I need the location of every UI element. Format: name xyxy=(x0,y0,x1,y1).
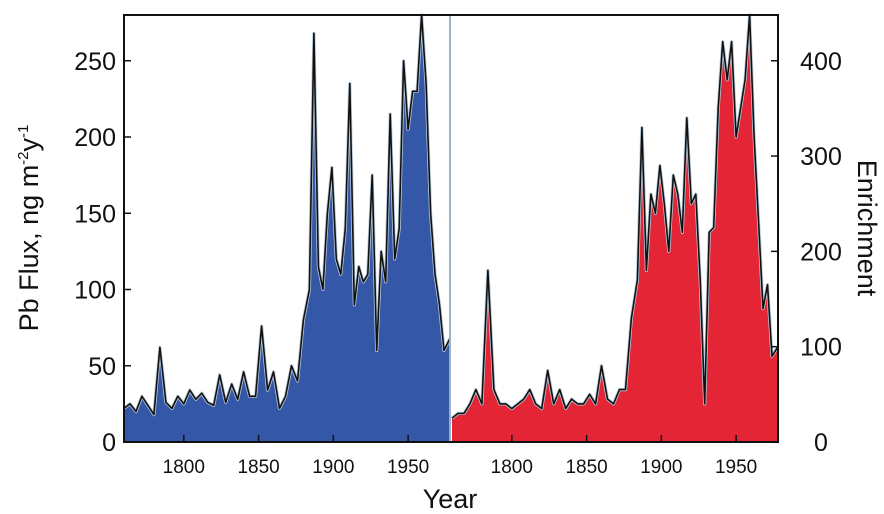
enrichment-x-tick-label: 1900 xyxy=(640,457,682,478)
pb-flux-panel xyxy=(123,13,452,442)
enrichment-panel xyxy=(451,13,780,442)
x-axis-label: Year xyxy=(423,484,478,514)
left-y-axis-label: Pb Flux, ng m-2y-1 xyxy=(14,125,44,332)
right-y-axis: 0 100 200 300 400 xyxy=(771,48,842,457)
left-y-tick-label: 0 xyxy=(102,429,116,457)
x-axis: 1800 1850 1900 1950 1800 1850 1900 1950 xyxy=(163,435,757,478)
right-y-tick-label: 300 xyxy=(800,143,842,171)
enrichment-series-line xyxy=(451,14,779,419)
right-y-axis-label: Enrichment xyxy=(852,160,882,297)
left-y-tick-label: 150 xyxy=(74,200,116,228)
pb-flux-x-tick-label: 1900 xyxy=(312,457,354,478)
right-y-tick-label: 200 xyxy=(800,238,842,266)
pb-flux-area xyxy=(124,15,450,442)
left-y-tick-label: 100 xyxy=(74,277,116,305)
pb-flux-x-tick-label: 1850 xyxy=(237,457,279,478)
right-y-tick-label: 400 xyxy=(800,48,842,76)
pb-flux-series-line xyxy=(123,14,451,416)
right-y-tick-label: 0 xyxy=(814,429,828,457)
enrichment-x-tick-label: 1800 xyxy=(491,457,533,478)
plot-frame xyxy=(123,14,779,443)
enrichment-x-tick-label: 1950 xyxy=(715,457,757,478)
pb-flux-x-tick-label: 1800 xyxy=(163,457,205,478)
left-y-tick-label: 200 xyxy=(74,124,116,152)
enrichment-x-tick-label: 1850 xyxy=(565,457,607,478)
right-y-tick-label: 100 xyxy=(800,334,842,362)
left-y-axis: 0 50 100 150 200 250 xyxy=(74,48,131,457)
left-y-tick-label: 250 xyxy=(74,48,116,76)
pb-flux-x-tick-label: 1950 xyxy=(387,457,429,478)
enrichment-area xyxy=(452,15,778,442)
left-y-tick-label: 50 xyxy=(88,353,116,381)
